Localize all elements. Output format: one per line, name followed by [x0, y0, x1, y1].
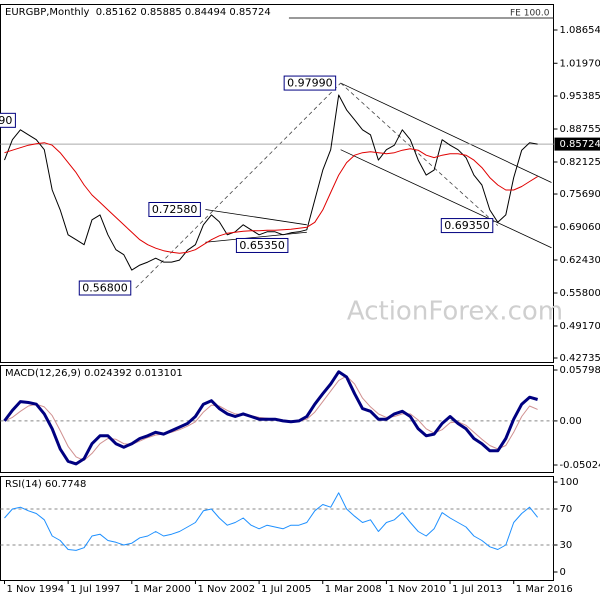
- series-line: [4, 142, 538, 254]
- trendline: [340, 82, 552, 183]
- y-tick-label: 0.42735: [560, 353, 600, 364]
- annotation-box: [235, 237, 289, 253]
- x-tick-label: 1 Jul 2013: [452, 584, 502, 595]
- y-tick-label: 0.62430: [560, 255, 600, 266]
- trendline: [340, 149, 552, 249]
- watermark: ActionForex.com: [347, 297, 563, 327]
- annotation-label: 0.56800: [82, 282, 128, 295]
- series-line: [4, 94, 538, 271]
- y-tick-label: 100: [560, 477, 579, 488]
- annotation-box: [283, 75, 337, 91]
- y-tick-label: 30: [560, 540, 573, 551]
- x-tick-label: 1 Jul 1997: [70, 584, 120, 595]
- trendline: [205, 231, 307, 243]
- x-tick-label: 1 Nov 1994: [6, 584, 64, 595]
- annotation-label: 90: [0, 114, 12, 127]
- y-tick-label: 1.08654: [560, 25, 600, 36]
- annotation-box: [148, 201, 201, 217]
- y-tick-label: 0.49170: [560, 321, 600, 332]
- annotation-box: [78, 280, 132, 296]
- trendline: [340, 82, 499, 226]
- x-tick-label: 1 Jul 2005: [261, 584, 311, 595]
- trendline: [205, 209, 307, 226]
- y-tick-label: 0.69060: [560, 222, 600, 233]
- y-tick-label: 0.82125: [560, 157, 600, 168]
- panel-title: RSI(14) 60.7748: [5, 479, 86, 490]
- panel-frame: [0, 476, 554, 581]
- y-tick-label: 0.057984: [560, 365, 600, 376]
- annotation-label: 0.97990: [287, 77, 333, 90]
- y-tick-label: 0.00: [560, 416, 582, 427]
- series-line: [3, 370, 539, 466]
- panel-frame: [0, 4, 554, 363]
- annotation-box: [0, 112, 16, 128]
- panel-title: MACD(12,26,9) 0.024392 0.013101: [5, 368, 183, 379]
- series-line: [4, 492, 538, 551]
- y-tick-label: 0.95385: [560, 91, 600, 102]
- fe-label: FE 100.0: [510, 8, 550, 18]
- annotation-box: [440, 218, 494, 234]
- x-tick-label: 1 Nov 2010: [388, 584, 446, 595]
- x-tick-label: 1 Nov 2002: [197, 584, 255, 595]
- annotation-label: 0.72580: [152, 203, 198, 216]
- x-tick-label: 1 Mar 2000: [134, 584, 191, 595]
- trendline: [135, 82, 341, 289]
- last-price-label: 0.85724: [560, 139, 600, 150]
- y-tick-label: 0.55800: [560, 288, 600, 299]
- y-tick-label: 0.75690: [560, 189, 600, 200]
- y-tick-label: 1.01970: [560, 58, 600, 69]
- y-tick-label: 70: [560, 504, 573, 515]
- annotation-label: 0.65350: [239, 239, 285, 252]
- y-tick-label: -0.050241: [560, 460, 600, 471]
- panel-title: EURGBP,Monthly 0.85162 0.85885 0.84494 0…: [5, 7, 271, 18]
- y-tick-label: 0: [560, 567, 566, 578]
- x-tick-label: 1 Mar 2016: [516, 584, 573, 595]
- annotation-label: 0.69350: [444, 219, 490, 232]
- x-tick-label: 1 Mar 2008: [325, 584, 382, 595]
- y-tick-label: 0.88755: [560, 124, 600, 135]
- last-price-box: [554, 137, 600, 151]
